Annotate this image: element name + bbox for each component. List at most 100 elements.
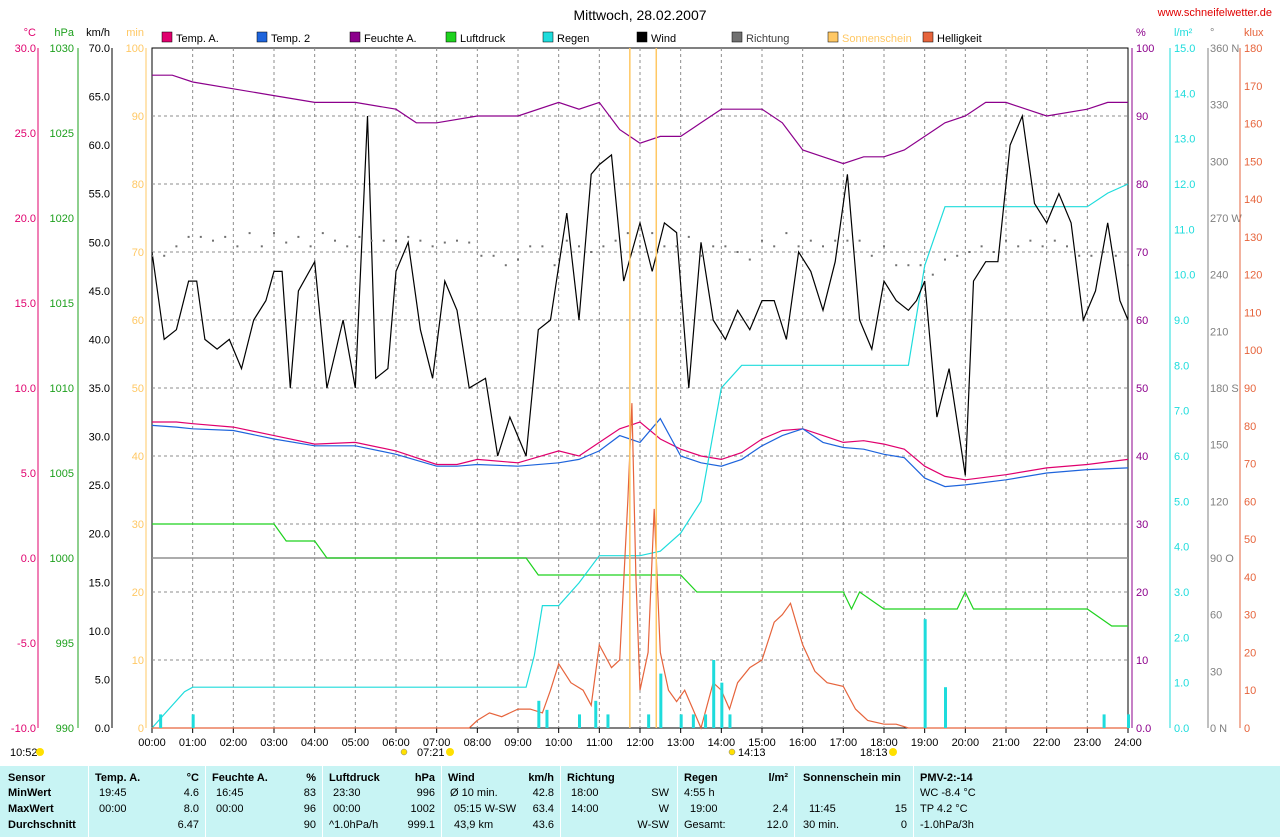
rain-bar — [545, 709, 549, 728]
direction-point — [956, 254, 959, 257]
direction-point — [639, 245, 641, 248]
series-line-luftdruck — [152, 523, 1128, 627]
temp-tick-label: 0.0 — [21, 553, 36, 565]
stats-wind-column: Wind km/h Ø 10 min. 42.8 05:15 W-SW 63.4… — [442, 766, 560, 837]
stats-rain-max-value: 2.4 — [772, 803, 788, 815]
stats-pmv-windchill: WC -8.4 °C — [920, 787, 976, 799]
direction-point — [1066, 245, 1068, 248]
direction-point — [468, 241, 471, 244]
brightness-tick-label: 120 — [1244, 270, 1262, 282]
temp-tick-label: -10.0 — [11, 723, 36, 735]
direction-point — [907, 264, 910, 267]
x-tick-label: 11:00 — [586, 737, 613, 749]
brightness-tick-label: 30 — [1244, 610, 1256, 622]
temp-tick-label: 5.0 — [21, 468, 36, 480]
direction-point — [358, 235, 361, 238]
series-line-regen — [151, 183, 1129, 729]
direction-tick-label: 300 — [1210, 156, 1228, 168]
brightness-axis-unit: klux — [1244, 27, 1264, 39]
direction-point — [517, 258, 519, 261]
brightness-tick-label: 100 — [1244, 345, 1262, 357]
x-tick-label: 13:00 — [667, 737, 695, 749]
direction-point — [297, 235, 300, 238]
direction-point — [687, 235, 690, 238]
x-tick-label: 00:00 — [138, 737, 166, 749]
rain-tick-label: 9.0 — [1174, 315, 1189, 327]
stats-sunshine-max-value: 15 — [894, 803, 907, 815]
pressure-tick-label: 990 — [56, 723, 74, 735]
direction-point — [980, 245, 983, 248]
temp-tick-label: 25.0 — [15, 128, 36, 140]
humidity-tick-label: 30 — [1136, 519, 1148, 531]
moon-icon — [728, 748, 736, 756]
series-line-temp-2 — [151, 417, 1129, 488]
stats-pmv-column: PMV-2:-14 WC -8.4 °C TP 4.2 °C -1.0hPa/3… — [914, 766, 1280, 837]
rain-tick-label: 0.0 — [1174, 723, 1189, 735]
stats-pressure-trend: ^1.0hPa/h — [329, 819, 379, 831]
stats-pmv-pressure-trend: -1.0hPa/3h — [920, 819, 974, 831]
rain-tick-label: 3.0 — [1174, 587, 1189, 599]
temp-tick-label: 10.0 — [15, 383, 36, 395]
sunshine-tick-label: 0 — [138, 723, 144, 735]
pressure-tick-label: 1010 — [50, 383, 74, 395]
x-tick-label: 15:00 — [748, 737, 776, 749]
direction-point — [248, 232, 251, 235]
direction-point — [626, 232, 629, 235]
chart-title: Mittwoch, 28.02.2007 — [573, 7, 706, 23]
legend-label: Temp. 2 — [271, 33, 310, 45]
rain-tick-label: 4.0 — [1174, 542, 1189, 554]
rain-bar — [537, 700, 541, 728]
x-tick-label: 10:00 — [545, 737, 573, 749]
statistics-table: Sensor MinWert MaxWert Durchschnitt Temp… — [0, 766, 1280, 837]
direction-point — [370, 239, 373, 242]
direction-point — [175, 245, 178, 248]
moonset-label: 10:52 — [10, 747, 38, 759]
humidity-tick-label: 20 — [1136, 587, 1148, 599]
wind-tick-label: 5.0 — [95, 674, 110, 686]
sunrise-label: 07:21 — [417, 747, 445, 759]
direction-point — [724, 245, 727, 248]
humidity-tick-label: 90 — [1136, 111, 1148, 123]
legend-swatch — [542, 31, 554, 43]
direction-point — [1053, 239, 1056, 242]
legend-swatch — [161, 31, 173, 43]
direction-point — [614, 239, 617, 242]
direction-tick-label: 30 — [1210, 666, 1222, 678]
x-tick-label: 23:00 — [1074, 737, 1102, 749]
rain-bar — [578, 714, 581, 728]
direction-point — [443, 241, 446, 244]
wind-tick-label: 45.0 — [89, 286, 110, 298]
brightness-tick-label: 170 — [1244, 81, 1262, 93]
stats-sunshine-max-time: 11:45 — [809, 803, 836, 815]
direction-tick-label: 0 N — [1210, 723, 1227, 735]
stats-humidity-max-time: 00:00 — [216, 803, 244, 815]
sunshine-tick-label: 10 — [132, 655, 144, 667]
rain-bar — [659, 673, 663, 728]
direction-point — [883, 245, 885, 248]
x-tick-label: 04:00 — [301, 737, 329, 749]
wind-tick-label: 70.0 — [89, 43, 110, 55]
wind-axis-unit: km/h — [86, 27, 110, 39]
wind-tick-label: 40.0 — [89, 334, 110, 346]
rain-tick-label: 1.0 — [1174, 678, 1189, 690]
stats-humidity-min-value: 83 — [303, 787, 316, 799]
site-url: www.schneifelwetter.de — [1157, 7, 1272, 19]
x-tick-label: 21:00 — [992, 737, 1020, 749]
wind-tick-label: 10.0 — [89, 626, 110, 638]
stats-temp-min-time: 19:45 — [99, 787, 127, 799]
direction-tick-label: 60 — [1210, 610, 1222, 622]
brightness-tick-label: 20 — [1244, 647, 1256, 659]
direction-point — [895, 264, 898, 267]
direction-point — [700, 254, 702, 257]
legend-label: Richtung — [746, 33, 789, 45]
brightness-tick-label: 150 — [1244, 156, 1262, 168]
stats-direction-avg-value: W-SW — [637, 819, 669, 831]
rain-tick-label: 11.0 — [1174, 224, 1195, 236]
stats-pressure-title: Luftdruck — [329, 772, 380, 784]
wind-tick-label: 30.0 — [89, 432, 110, 444]
moon-icon — [400, 748, 408, 756]
direction-point — [163, 254, 166, 257]
sunshine-tick-label: 100 — [126, 43, 144, 55]
stats-sunshine-total-label: 30 min. — [803, 819, 840, 831]
pressure-tick-label: 1005 — [50, 468, 74, 480]
